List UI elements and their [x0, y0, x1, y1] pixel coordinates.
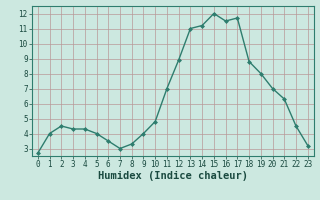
X-axis label: Humidex (Indice chaleur): Humidex (Indice chaleur) — [98, 171, 248, 181]
